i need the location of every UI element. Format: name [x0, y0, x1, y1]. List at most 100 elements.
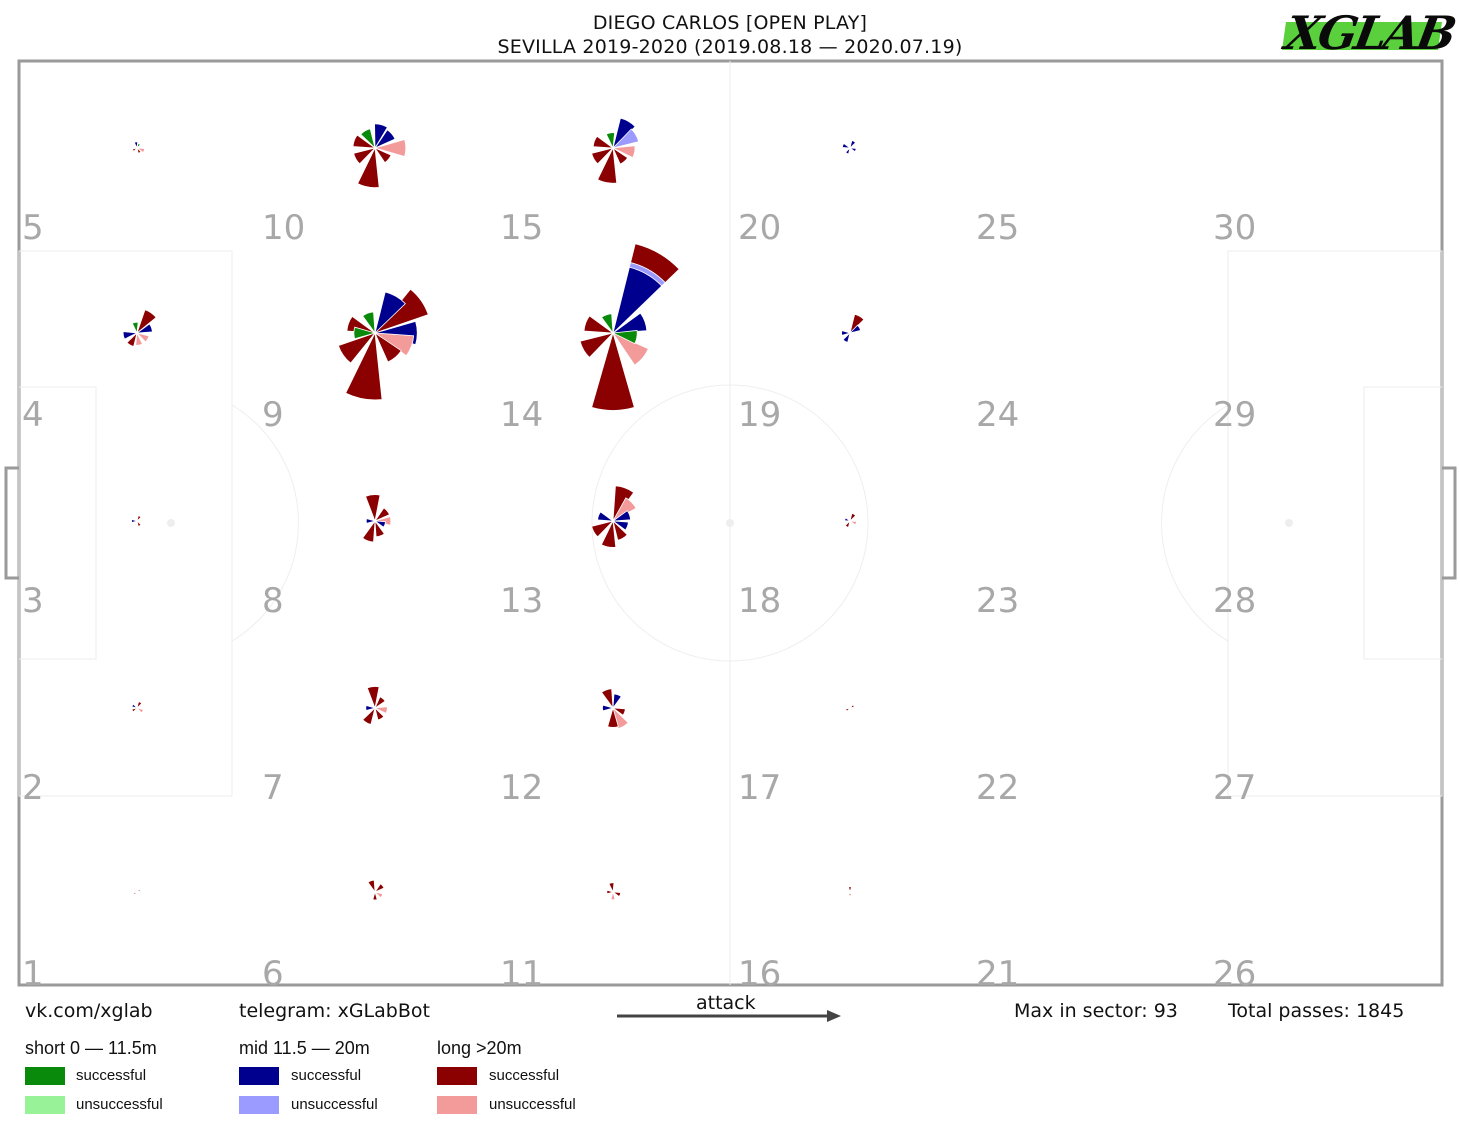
rose-petal	[136, 143, 141, 150]
rose-petal	[131, 321, 139, 335]
rose-petal	[610, 890, 616, 901]
rose-petal	[597, 511, 615, 522]
rose-petal	[848, 520, 858, 526]
rose-petal	[374, 696, 386, 710]
zone-label-6: 6	[262, 954, 284, 994]
rose-petal	[1085, 520, 1089, 522]
legend-mid-successful-label: successful	[291, 1067, 362, 1084]
rose-petal	[362, 311, 376, 335]
rose-petal	[373, 129, 396, 149]
left-penalty-arc	[231, 404, 299, 642]
pass-rose-zone-13	[591, 485, 637, 548]
zone-label-2: 2	[22, 768, 44, 808]
rose-petal	[373, 891, 384, 899]
pass-rose-zone-9	[337, 288, 429, 401]
rose-petal	[133, 891, 139, 895]
pass-rose-zone-5	[132, 141, 146, 154]
pass-rose-zone-12	[601, 688, 629, 729]
rose-petal	[601, 313, 614, 335]
rose-petal	[611, 128, 640, 149]
right-goal	[1442, 466, 1457, 580]
zone-label-16: 16	[738, 954, 781, 994]
zone-label-17: 17	[738, 768, 781, 808]
rose-petal	[612, 693, 622, 710]
zone-label-18: 18	[738, 581, 781, 621]
pass-rose-zone-22	[1085, 707, 1089, 709]
zone-label-10: 10	[262, 208, 305, 248]
legend-mid-heading: mid 11.5 — 20m	[239, 1038, 370, 1058]
rose-petal	[373, 147, 392, 164]
pass-rose-zone-15	[591, 117, 640, 184]
legend-long-unsuccessful-label: unsuccessful	[489, 1096, 576, 1113]
rose-petal	[608, 882, 615, 894]
pass-rose-zone-29	[1322, 332, 1326, 334]
rose-petal	[345, 331, 383, 401]
rose-petal	[136, 515, 142, 523]
rose-petal	[611, 145, 636, 159]
legend-short-unsuccessful-swatch	[25, 1096, 65, 1114]
zone-label-22: 22	[976, 768, 1019, 808]
rose-petal	[612, 519, 628, 541]
legend-short-unsuccessful-label: unsuccessful	[76, 1096, 163, 1113]
zone-label-14: 14	[500, 395, 543, 435]
zone-label-9: 9	[262, 395, 284, 435]
rose-petal	[845, 146, 851, 155]
pass-rose-zone-24	[1084, 332, 1090, 334]
rose-petal	[373, 288, 429, 334]
zone-label-29: 29	[1213, 395, 1256, 435]
rose-petal	[122, 331, 139, 340]
pass-rose-zone-2	[131, 701, 144, 714]
rose-petal	[373, 332, 415, 357]
center-circle	[591, 384, 869, 662]
rose-petal	[1085, 707, 1089, 709]
zone-label-1: 1	[22, 954, 44, 994]
rose-petal	[611, 312, 648, 334]
max-in-sector: Max in sector: 93	[1014, 1000, 1178, 1022]
rose-petal	[612, 117, 636, 150]
rose-petal	[844, 519, 851, 528]
rose-petal	[848, 324, 862, 334]
rose-petal	[135, 707, 144, 714]
rose-petal	[373, 883, 385, 893]
telegram-link[interactable]: telegram: xGLabBot	[239, 1000, 430, 1022]
rose-petal	[597, 146, 618, 184]
rose-petal	[135, 331, 143, 346]
rose-petal	[365, 494, 381, 523]
attack-label: attack	[696, 992, 756, 1014]
rose-petal	[353, 326, 377, 340]
zone-label-15: 15	[500, 208, 543, 248]
pass-rose-zone-26	[1322, 891, 1326, 893]
rose-petal	[849, 140, 857, 150]
rose-petal	[362, 706, 376, 725]
rose-petal	[373, 516, 392, 526]
left-goal-area	[18, 386, 97, 660]
right-penalty-arc	[1161, 404, 1229, 642]
rose-petal	[848, 147, 857, 153]
rose-petal	[845, 707, 852, 712]
rose-petal	[360, 128, 376, 150]
rose-petal	[374, 331, 402, 363]
right-penalty-spot	[1285, 519, 1293, 527]
left-goal	[4, 466, 19, 580]
pass-rose-zone-28	[1322, 520, 1326, 522]
rose-petal	[1322, 520, 1326, 522]
rose-petal	[611, 510, 631, 522]
rose-petal	[136, 519, 142, 527]
vk-link[interactable]: vk.com/xglab	[25, 1000, 153, 1022]
rose-petal	[611, 707, 626, 716]
rose-petal	[611, 891, 622, 898]
rose-petal	[841, 330, 852, 336]
rose-petal	[136, 146, 142, 154]
pass-rose-zone-25	[1084, 147, 1090, 149]
rose-petal	[611, 332, 649, 366]
rose-petal	[135, 323, 153, 334]
pass-roses	[122, 117, 1326, 901]
rose-petal	[601, 688, 614, 710]
rose-petal	[133, 141, 139, 150]
rose-petal	[606, 889, 615, 895]
pass-rose-zone-8	[362, 494, 392, 543]
legend-short-heading: short 0 — 11.5m	[25, 1038, 157, 1058]
rose-petal	[131, 518, 139, 524]
rose-petal	[848, 890, 852, 896]
pass-rose-zone-19	[841, 313, 865, 343]
